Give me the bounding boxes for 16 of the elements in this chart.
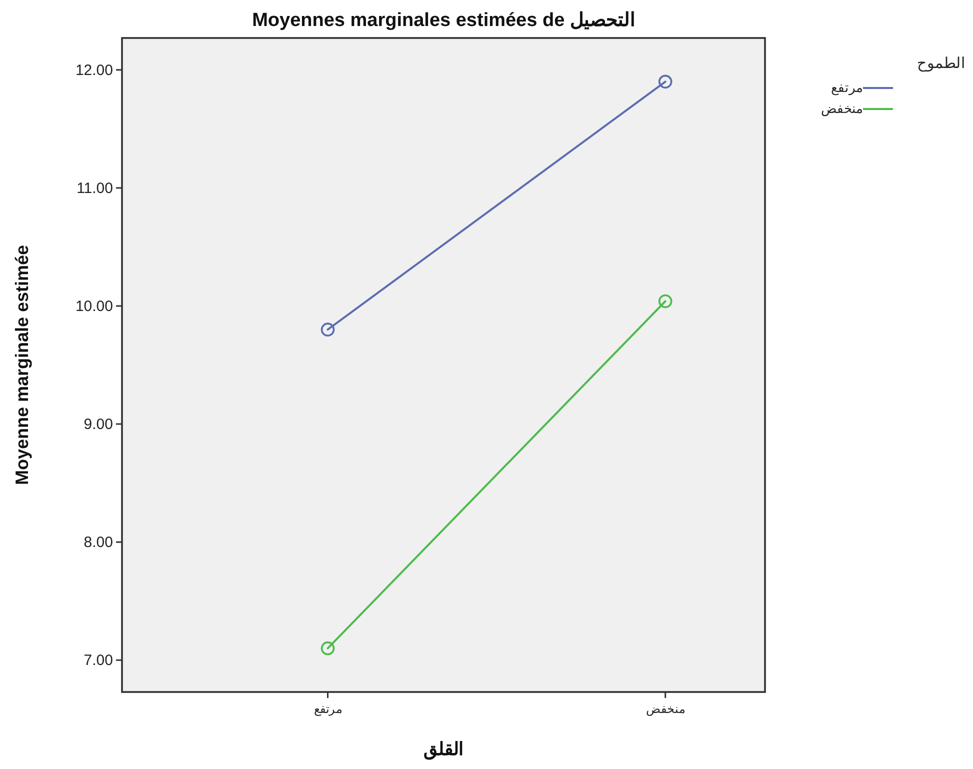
x-axis-title: القلق: [424, 739, 464, 760]
legend-label: منخفض: [821, 101, 863, 117]
point: [658, 74, 672, 89]
y-tick-label: 7.00: [84, 652, 113, 670]
y-axis-title: Moyenne marginale estimée: [12, 244, 32, 486]
y-tick-label: 9.00: [84, 416, 113, 434]
point: [658, 294, 672, 308]
y-tick-label: 8.00: [84, 534, 113, 552]
y-tick-label: 11.00: [76, 180, 113, 197]
point: [320, 322, 335, 336]
legend-title: الطموح: [917, 55, 965, 72]
y-tick-label: 12.00: [75, 62, 113, 79]
point: [320, 641, 335, 656]
y-tick-label: 10.00: [75, 298, 113, 315]
chart-title: Moyennes marginales estimées de التحصيل: [252, 10, 635, 31]
legend-label: مرتفع: [831, 80, 863, 96]
